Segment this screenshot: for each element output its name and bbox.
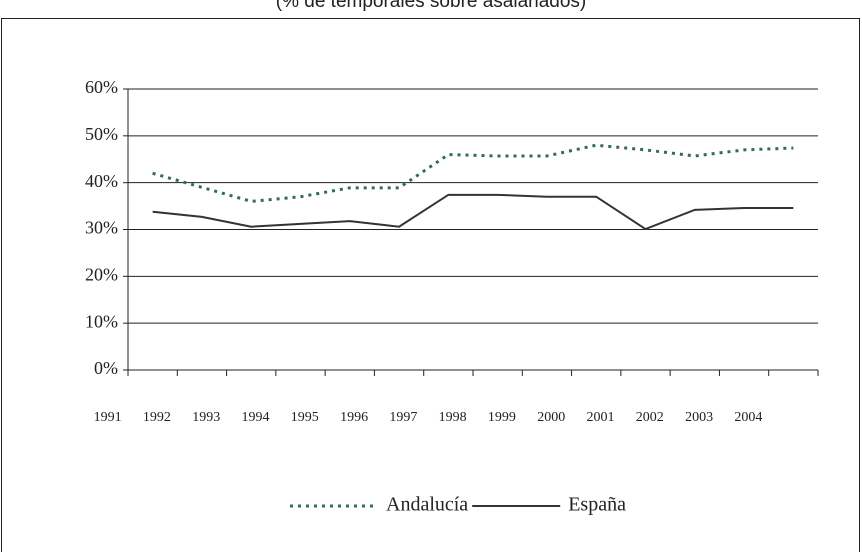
x-tick-label: 2004 xyxy=(734,410,762,425)
y-tick-label: 30% xyxy=(85,218,118,238)
x-tick-label: 2002 xyxy=(636,410,664,425)
x-tick-label: 1997 xyxy=(389,410,417,425)
legend-label: Andalucía xyxy=(386,494,468,516)
y-tick-label: 20% xyxy=(85,264,118,284)
x-tick-label: 1992 xyxy=(143,410,171,425)
legend-label: España xyxy=(568,494,626,516)
x-tick-label: 2000 xyxy=(537,410,565,425)
y-tick-label: 60% xyxy=(85,77,118,97)
x-tick-label: 1996 xyxy=(340,410,368,425)
x-tick-label: 1999 xyxy=(488,410,516,425)
x-tick-label: 1991 xyxy=(94,410,122,425)
x-tick-label: 1994 xyxy=(242,410,270,425)
chart-title: (% de temporales sobre asalariados) xyxy=(276,0,587,12)
x-tick-label: 2003 xyxy=(685,410,713,425)
chart-frame xyxy=(1,18,860,552)
x-tick-label: 1995 xyxy=(291,410,319,425)
y-tick-label: 50% xyxy=(85,124,118,144)
y-tick-label: 40% xyxy=(85,171,118,191)
line-series xyxy=(152,143,794,203)
y-tick-label: 10% xyxy=(85,311,118,331)
y-tick-label: 0% xyxy=(94,358,118,378)
x-tick-label: 1998 xyxy=(439,410,467,425)
x-tick-label: 1993 xyxy=(192,410,220,425)
x-tick-label: 2001 xyxy=(587,410,615,425)
line-series xyxy=(152,193,794,231)
